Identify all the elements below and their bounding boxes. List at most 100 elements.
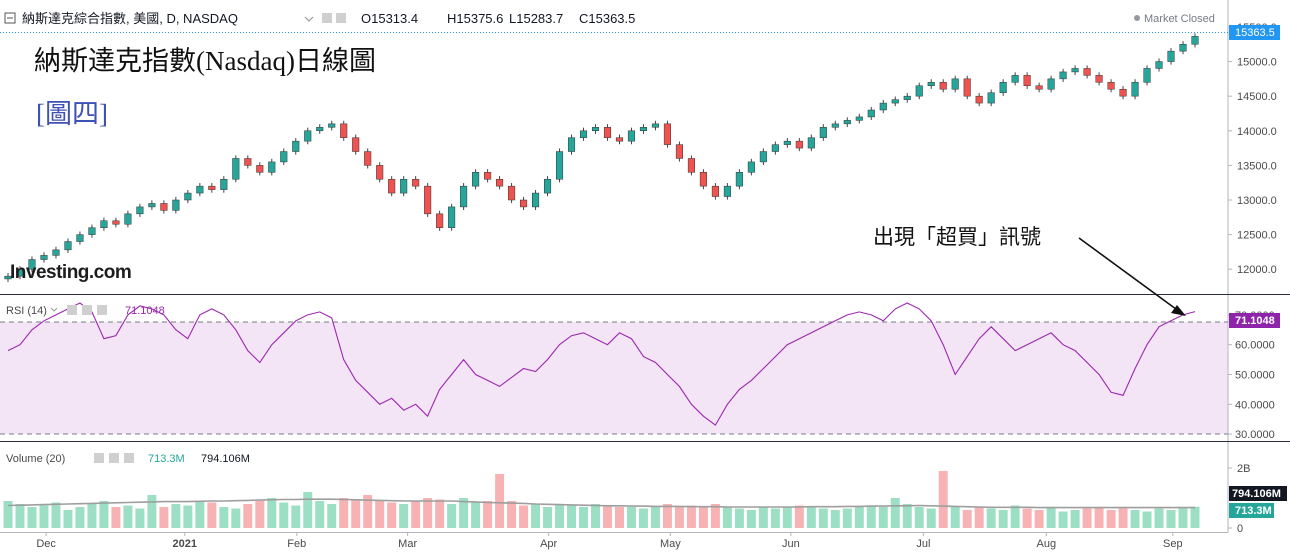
volume-bar-up xyxy=(638,508,648,528)
candle-up xyxy=(1155,61,1163,69)
volume-bar-up xyxy=(818,508,828,528)
overbought-arrow-head xyxy=(1171,305,1186,316)
volume-bar-up xyxy=(1190,506,1200,528)
candle-up xyxy=(280,151,288,163)
candle-up xyxy=(76,234,84,242)
candle-up xyxy=(4,275,12,280)
market-status-dot xyxy=(1134,15,1140,21)
gear-icon[interactable] xyxy=(336,13,346,23)
candle-up xyxy=(987,92,995,104)
volume-bar-up xyxy=(3,501,13,528)
candle-down xyxy=(795,140,803,149)
volume-bar-down xyxy=(614,507,624,528)
price-tick-label: 14000.0 xyxy=(1237,126,1277,138)
candle-up xyxy=(627,130,636,142)
volume-bar-up xyxy=(890,498,900,528)
volume-gear-icon[interactable] xyxy=(109,453,119,463)
time-tick-label: Sep xyxy=(1163,538,1183,550)
volume-bar-up xyxy=(926,508,936,528)
volume-bar-up xyxy=(770,508,780,528)
candle-up xyxy=(1011,75,1019,83)
candle-up xyxy=(268,161,276,173)
candle-down xyxy=(256,165,264,173)
rsi-title[interactable]: RSI (14) xyxy=(6,305,47,317)
volume-bar-up xyxy=(327,504,337,528)
volume-bar-up xyxy=(147,495,157,528)
volume-bar-down xyxy=(962,510,972,528)
candle-up xyxy=(40,255,48,260)
candle-up xyxy=(196,185,204,194)
volume-bar-up xyxy=(830,510,840,528)
volume-bar-up xyxy=(1166,510,1176,528)
collapse-icon[interactable] xyxy=(4,12,16,24)
volume-legend[interactable]: Volume (20) 713.3M 794.106M xyxy=(6,453,250,465)
time-axis: Dec 2021 Feb Mar Apr May Jun Jul Aug Sep xyxy=(36,532,1183,550)
volume-bar-down xyxy=(1106,510,1116,528)
price-tick-label: 12000.0 xyxy=(1237,264,1277,276)
symbol-title[interactable]: 納斯達克綜合指數, 美國, D, NASDAQ xyxy=(22,11,238,26)
volume-bar-up xyxy=(231,508,241,528)
volume-bar-up xyxy=(99,501,109,528)
candle-up xyxy=(1179,43,1187,52)
volume-title[interactable]: Volume (20) xyxy=(6,453,65,465)
volume-bar-up xyxy=(902,504,912,528)
candle-up xyxy=(567,137,576,152)
volume-eye-icon[interactable] xyxy=(94,453,104,463)
candle-up xyxy=(220,178,228,190)
time-tick-label: Jul xyxy=(916,538,930,550)
eye-icon[interactable] xyxy=(322,13,332,23)
price-tick-label: 12500.0 xyxy=(1237,230,1277,242)
volume-badge-text: 713.3M xyxy=(1235,505,1272,517)
candle-up xyxy=(855,116,863,121)
volume-bar-down xyxy=(1022,508,1032,528)
volume-tick-label: 2B xyxy=(1237,463,1250,475)
candle-up xyxy=(88,227,96,235)
rsi-gear-icon[interactable] xyxy=(82,305,92,315)
volume-bar-down xyxy=(674,507,684,528)
time-tick-label: Jun xyxy=(782,538,800,550)
candle-up xyxy=(1047,78,1055,90)
volume-bar-up xyxy=(626,507,636,528)
rsi-eye-icon[interactable] xyxy=(67,305,77,315)
overbought-arrow xyxy=(1078,237,1181,313)
figure-label: [圖四] xyxy=(36,99,108,129)
volume-bar-down xyxy=(1082,508,1092,528)
volume-ma-line xyxy=(7,498,1195,509)
candle-up xyxy=(879,102,887,111)
volume-bar-up xyxy=(63,510,73,528)
symbol-legend[interactable]: 納斯達克綜合指數, 美國, D, NASDAQ O15313.4 H15375.… xyxy=(4,11,635,26)
candle-down xyxy=(1083,68,1091,76)
volume-bar-up xyxy=(758,507,768,528)
candle-up xyxy=(723,185,731,197)
volume-tick-label: 0 xyxy=(1237,523,1243,535)
chevron-down-icon[interactable] xyxy=(304,16,314,22)
rsi-tick-label: 60.0000 xyxy=(1235,340,1275,352)
volume-bar-down xyxy=(686,505,696,528)
rsi-badge-text: 71.1048 xyxy=(1235,315,1275,327)
volume-bar-down xyxy=(159,507,169,528)
volume-bar-down xyxy=(1118,508,1128,528)
rsi-band xyxy=(0,322,1228,434)
volume-bar-up xyxy=(447,504,457,528)
rsi-legend[interactable]: RSI (14) 71.1048 xyxy=(6,305,165,317)
time-tick-label: Mar xyxy=(398,538,417,550)
rsi-chevron-icon[interactable] xyxy=(50,307,58,312)
candle-up xyxy=(460,185,468,208)
volume-bar-up xyxy=(279,502,289,528)
candle-up xyxy=(735,172,743,187)
volume-close-icon[interactable] xyxy=(124,453,134,463)
volume-bar-up xyxy=(567,505,577,528)
candle-up xyxy=(639,127,648,132)
volume-value: 713.3M xyxy=(148,453,185,465)
volume-bar-up xyxy=(854,507,864,528)
volume-bar-up xyxy=(459,498,469,528)
candle-up xyxy=(100,220,108,228)
candle-down xyxy=(963,78,971,97)
candle-up xyxy=(1071,68,1079,73)
rsi-close-icon[interactable] xyxy=(97,305,107,315)
candle-down xyxy=(711,185,719,197)
volume-bars xyxy=(3,471,1200,528)
volume-bar-up xyxy=(1142,511,1152,528)
price-candles xyxy=(4,33,1199,283)
